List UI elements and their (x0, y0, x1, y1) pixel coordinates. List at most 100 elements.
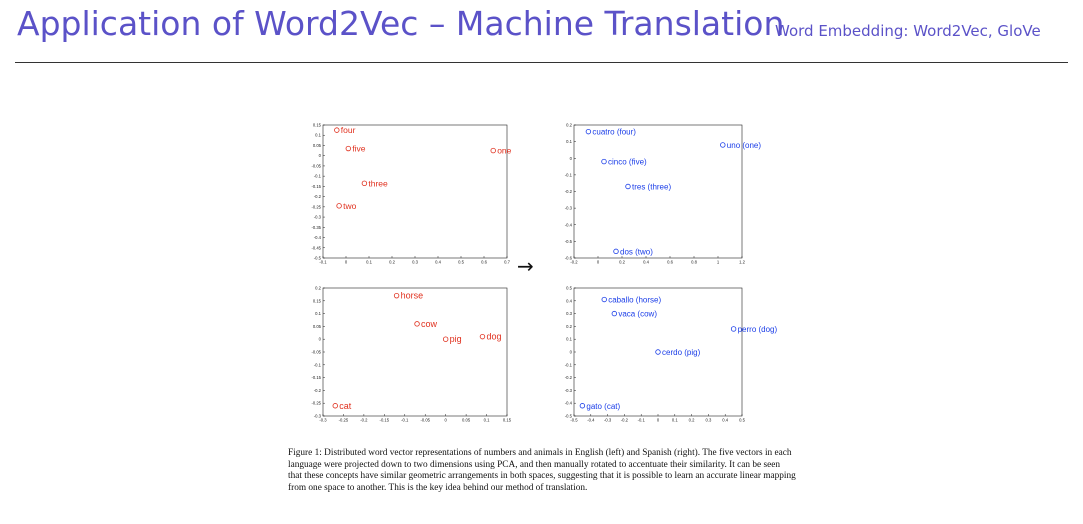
y-tick-label: 0.15 (313, 123, 322, 128)
y-tick-label: -0.5 (314, 256, 322, 261)
x-tick-label: 1.2 (739, 260, 745, 265)
y-tick-label: -0.4 (314, 235, 322, 240)
slide-title: Application of Word2Vec – Machine Transl… (17, 4, 785, 43)
plot-frame (573, 287, 743, 417)
x-tick-label: 0.1 (484, 418, 490, 423)
data-point (345, 145, 351, 152)
x-tick-label: -0.4 (587, 418, 595, 423)
data-point (611, 310, 618, 317)
data-point-label: tres (three) (632, 183, 671, 192)
y-tick-label: -0.3 (314, 414, 322, 419)
y-tick-label: 0.15 (313, 298, 322, 303)
y-tick-label: 0 (319, 337, 322, 342)
data-point (479, 333, 486, 340)
y-tick-label: 0 (570, 156, 573, 161)
x-tick-label: 0.1 (672, 418, 678, 423)
data-point-label: uno (one) (727, 141, 762, 150)
y-tick-label: 0.1 (566, 139, 572, 144)
data-point (720, 142, 726, 148)
x-tick-label: 0.6 (667, 260, 673, 265)
x-tick-label: 0.4 (722, 418, 728, 423)
data-point-label: caballo (horse) (608, 296, 661, 305)
data-point-label: dog (486, 332, 501, 342)
x-tick-label: -0.2 (570, 260, 578, 265)
chart-numbers-spanish: 0.20.10-0.1-0.2-0.3-0.4-0.5-0.6-0.2 0 0.2 0… (565, 123, 762, 265)
x-tick-label: -0.2 (621, 418, 629, 423)
y-tick-label: 0.2 (315, 286, 321, 291)
x-tick-label: -0.15 (380, 418, 390, 423)
y-tick-label: -0.15 (311, 375, 321, 380)
x-tick-label: 0 (657, 418, 660, 423)
data-point-label: pig (450, 334, 462, 344)
y-tick-label: -0.2 (565, 189, 573, 194)
data-point-label: gato (cat) (586, 402, 620, 411)
chart-animals-spanish: 0.5 0.4 0.3 0.2 0.1 0 -0.1 -0.2 -0.3 -0.4 -0.5-0.5… (565, 286, 778, 423)
data-point-label: horse (401, 291, 424, 301)
x-tick-label: 0.6 (481, 260, 487, 265)
plot-frame (322, 287, 508, 417)
y-tick-label: -0.2 (565, 375, 573, 380)
data-point (393, 292, 400, 299)
data-point-label: cerdo (pig) (662, 348, 701, 357)
x-tick-label: -0.3 (319, 418, 327, 423)
y-tick-label: -0.5 (565, 414, 573, 419)
mapping-arrow: → (517, 254, 534, 278)
y-tick-label: -0.05 (311, 350, 321, 355)
x-tick-label: -0.25 (339, 418, 349, 423)
y-tick-label: 0 (570, 350, 573, 355)
data-point (730, 326, 737, 332)
data-point (601, 296, 607, 303)
data-point (361, 180, 368, 187)
y-tick-label: -0.4 (565, 401, 573, 406)
data-point-label: three (368, 178, 388, 188)
x-tick-label: 0.05 (462, 418, 471, 423)
y-tick-label: -0.1 (565, 362, 573, 367)
y-tick-label: -0.25 (311, 401, 321, 406)
data-point (585, 128, 592, 135)
data-point (601, 158, 607, 165)
y-tick-label: 0.5 (566, 286, 572, 291)
data-point-label: cinco (five) (608, 158, 647, 167)
slide-topic: Word Embedding: Word2Vec, GloVe (775, 22, 1041, 40)
data-point (625, 183, 631, 190)
x-tick-label: 0.5 (458, 260, 464, 265)
x-tick-label: -0.3 (604, 418, 612, 423)
x-tick-label: 0.3 (705, 418, 711, 423)
data-point (613, 248, 619, 255)
data-point (336, 203, 342, 209)
data-point (655, 349, 661, 355)
data-point (334, 127, 340, 133)
x-tick-label: 0.7 (504, 260, 510, 265)
x-tick-label: 0.4 (435, 260, 441, 265)
data-point (579, 403, 586, 409)
x-tick-label: -0.5 (570, 418, 578, 423)
y-tick-label: -0.45 (311, 245, 321, 250)
y-tick-label: -0.05 (311, 163, 321, 168)
x-tick-label: -0.1 (319, 260, 327, 265)
y-tick-label: -0.5 (565, 239, 573, 244)
y-tick-label: -0.2 (314, 194, 322, 199)
x-tick-label: 0.2 (619, 260, 625, 265)
data-point (490, 147, 496, 154)
x-tick-label: 0 (345, 260, 348, 265)
x-tick-label: 1 (717, 260, 720, 265)
y-tick-label: 0.1 (315, 311, 321, 316)
data-point-label: cow (421, 319, 438, 329)
figure-caption: Figure 1: Distributed word vector repres… (288, 448, 796, 493)
x-tick-label: -0.1 (638, 418, 646, 423)
y-tick-label: -0.25 (311, 204, 321, 209)
plot-frame (322, 124, 508, 259)
y-tick-label: 0.1 (315, 133, 321, 138)
data-point (332, 403, 338, 409)
y-tick-label: -0.3 (565, 388, 573, 393)
header-divider (15, 62, 1068, 63)
y-tick-label: -0.4 (565, 222, 573, 227)
y-tick-label: -0.15 (311, 184, 321, 189)
y-tick-label: 0.1 (566, 337, 572, 342)
y-tick-label: 0 (319, 153, 322, 158)
x-tick-label: -0.2 (360, 418, 368, 423)
x-tick-label: 0 (444, 418, 447, 423)
chart-animals-english: 0.2 0.15 0.1 0.05 0 -0.05 -0.1 -0.15 -0.2 -0.25 -0… (311, 286, 511, 423)
y-tick-label: 0.05 (313, 143, 322, 148)
y-tick-label: 0.2 (566, 123, 572, 128)
